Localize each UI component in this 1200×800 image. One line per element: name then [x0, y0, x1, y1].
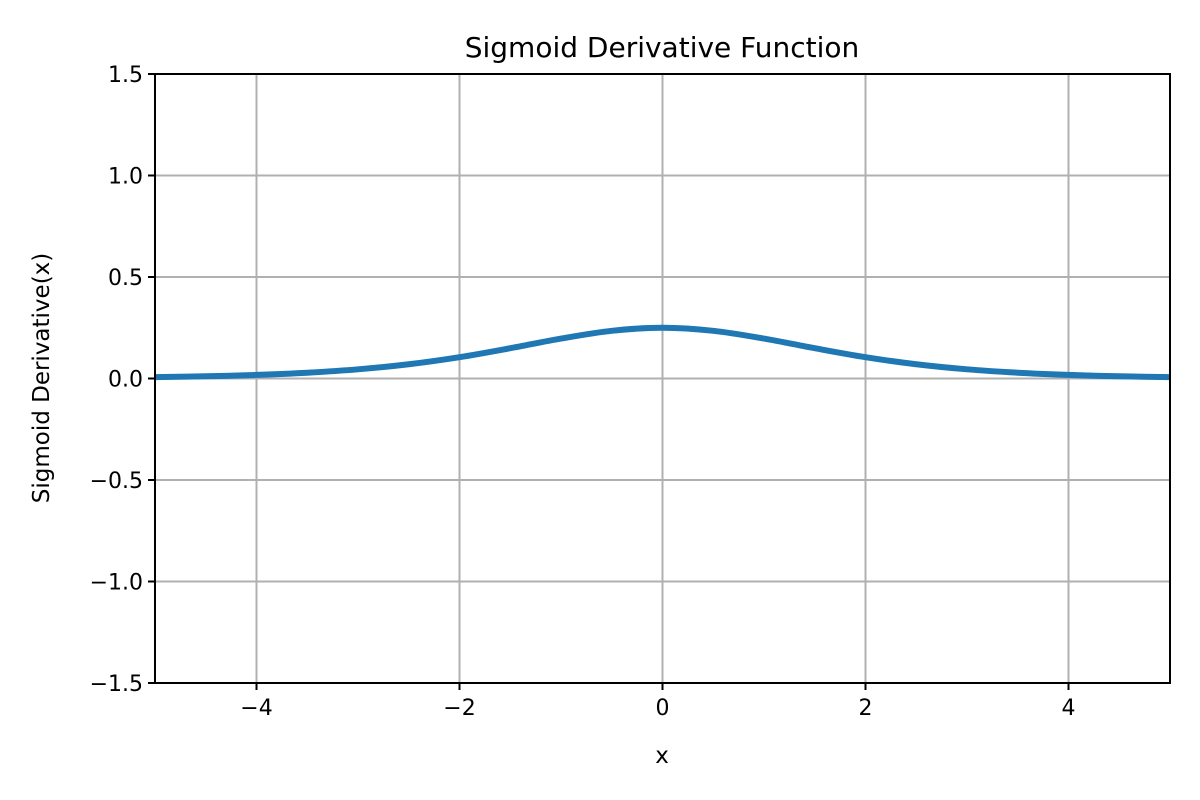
x-tick-label: 0 — [656, 696, 670, 721]
x-axis-label: x — [655, 743, 669, 769]
y-tick-label: 0.5 — [108, 266, 143, 291]
y-tick-label: 1.5 — [108, 63, 143, 88]
y-tick-label: −1.0 — [90, 571, 143, 596]
ticks: −4 −2 0 2 4 −1.5 −1.0 −0.5 0.0 0.5 1.0 1.5 — [90, 63, 1076, 721]
x-tick-label: 2 — [859, 696, 873, 721]
x-tick-label: −4 — [240, 696, 272, 721]
series-layer — [154, 324, 1171, 381]
y-axis-label: Sigmoid Derivative(x) — [29, 253, 55, 504]
chart-title: Sigmoid Derivative Function — [465, 31, 860, 64]
y-tick-label: 0.0 — [108, 368, 143, 393]
y-tick-label: −0.5 — [90, 469, 143, 494]
y-tick-label: −1.5 — [90, 672, 143, 697]
x-tick-label: 4 — [1062, 696, 1076, 721]
y-tick-label: 1.0 — [108, 165, 143, 190]
series-line — [154, 324, 1171, 381]
x-tick-label: −2 — [443, 696, 475, 721]
